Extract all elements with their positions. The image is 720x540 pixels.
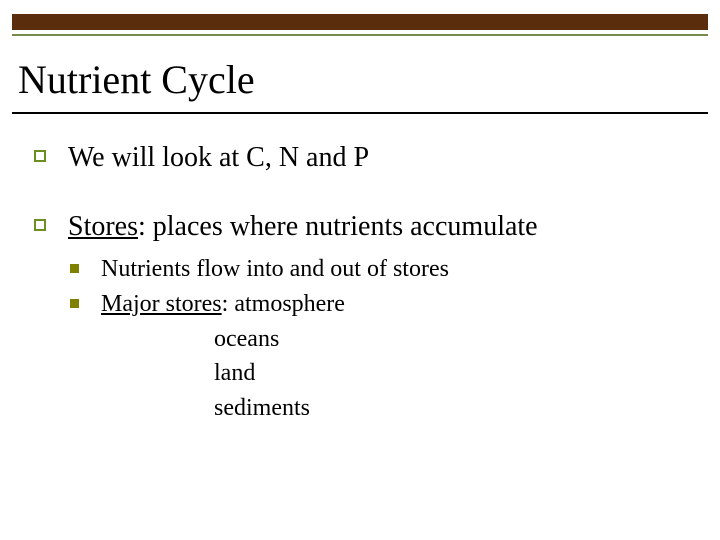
header-dark-stripe (12, 14, 708, 30)
underlined-term: Stores (68, 211, 138, 242)
bullet-level1: Stores: places where nutrients accumulat… (34, 209, 700, 244)
sub-bullet-text: Major stores: atmosphere (101, 287, 700, 322)
bullet-text-rest: : places where nutrients accumulate (138, 211, 538, 242)
sub-bullet-text: Nutrients flow into and out of stores (101, 252, 700, 287)
bullet-level2: Nutrients flow into and out of stores (70, 252, 700, 287)
continuation-line: oceans (214, 322, 700, 357)
slide-title: Nutrient Cycle (18, 56, 255, 103)
bullet-text: Stores: places where nutrients accumulat… (68, 209, 700, 244)
slide: Nutrient Cycle We will look at C, N and … (0, 0, 720, 540)
hollow-square-icon (34, 219, 46, 231)
hollow-square-icon (34, 150, 46, 162)
title-underline (12, 112, 708, 114)
header-decoration (12, 14, 708, 36)
sub-bullet-text-rest: : atmosphere (222, 291, 345, 317)
filled-square-icon (70, 299, 79, 308)
sub-bullet-group: Nutrients flow into and out of stores Ma… (70, 252, 700, 426)
bullet-level1: We will look at C, N and P (34, 140, 700, 175)
filled-square-icon (70, 264, 79, 273)
continuation-line: sediments (214, 391, 700, 426)
bullet-level2: Major stores: atmosphere (70, 287, 700, 322)
continuation-line: land (214, 356, 700, 391)
header-thin-line (12, 34, 708, 36)
bullet-text: We will look at C, N and P (68, 140, 700, 175)
slide-body: We will look at C, N and P Stores: place… (34, 140, 700, 426)
underlined-term: Major stores (101, 291, 222, 317)
